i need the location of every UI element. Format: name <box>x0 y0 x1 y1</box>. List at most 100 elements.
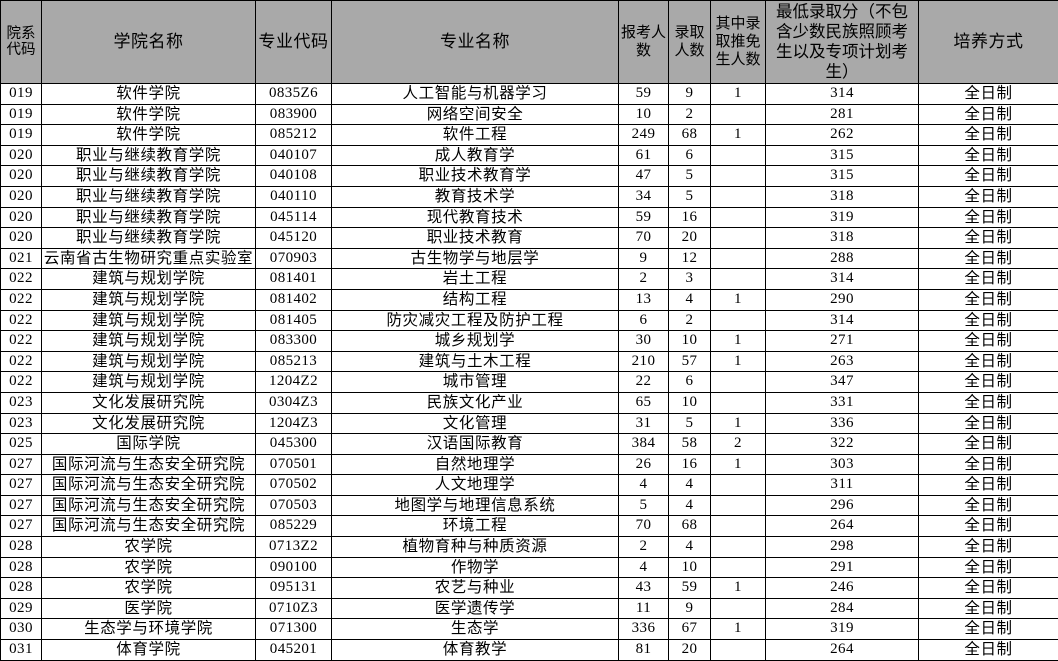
cell-min-score: 336 <box>766 413 919 434</box>
cell-min-score: 318 <box>766 228 919 249</box>
cell-major-name: 医学遗传学 <box>332 598 619 619</box>
cell-major-name: 岩土工程 <box>332 269 619 290</box>
cell-min-score: 271 <box>766 331 919 352</box>
cell-min-score: 318 <box>766 186 919 207</box>
cell-applied: 6 <box>619 310 669 331</box>
cell-exempt: 2 <box>711 434 766 455</box>
cell-mode: 全日制 <box>919 454 1058 475</box>
column-header-applied: 报考人数 <box>619 1 669 84</box>
column-header-admitted: 录取人数 <box>669 1 711 84</box>
cell-dept-code: 020 <box>1 186 42 207</box>
cell-major-name: 古生物学与地层学 <box>332 248 619 269</box>
cell-applied: 34 <box>619 186 669 207</box>
cell-major-code: 0710Z3 <box>256 598 332 619</box>
cell-min-score: 322 <box>766 434 919 455</box>
cell-exempt <box>711 537 766 558</box>
cell-exempt: 1 <box>711 619 766 640</box>
cell-major-code: 040108 <box>256 166 332 187</box>
cell-dept-code: 030 <box>1 619 42 640</box>
cell-major-code: 045120 <box>256 228 332 249</box>
cell-major-code: 081401 <box>256 269 332 290</box>
cell-admitted: 10 <box>669 557 711 578</box>
cell-applied: 384 <box>619 434 669 455</box>
cell-exempt <box>711 145 766 166</box>
cell-major-name: 植物育种与种质资源 <box>332 537 619 558</box>
cell-exempt <box>711 269 766 290</box>
cell-mode: 全日制 <box>919 104 1058 125</box>
cell-applied: 2 <box>619 537 669 558</box>
cell-min-score: 347 <box>766 372 919 393</box>
cell-min-score: 319 <box>766 207 919 228</box>
cell-admitted: 12 <box>669 248 711 269</box>
cell-mode: 全日制 <box>919 516 1058 537</box>
cell-min-score: 281 <box>766 104 919 125</box>
cell-college: 职业与继续教育学院 <box>42 228 256 249</box>
cell-admitted: 68 <box>669 516 711 537</box>
cell-applied: 65 <box>619 392 669 413</box>
cell-admitted: 57 <box>669 351 711 372</box>
cell-college: 农学院 <box>42 537 256 558</box>
cell-exempt: 1 <box>711 351 766 372</box>
cell-dept-code: 027 <box>1 475 42 496</box>
cell-mode: 全日制 <box>919 207 1058 228</box>
cell-major-code: 085229 <box>256 516 332 537</box>
cell-applied: 70 <box>619 516 669 537</box>
cell-dept-code: 028 <box>1 557 42 578</box>
column-header-major-name: 专业名称 <box>332 1 619 84</box>
cell-admitted: 4 <box>669 537 711 558</box>
cell-major-code: 083300 <box>256 331 332 352</box>
cell-college: 职业与继续教育学院 <box>42 186 256 207</box>
cell-dept-code: 020 <box>1 145 42 166</box>
column-header-min-score: 最低录取分（不包含少数民族照顾考生以及专项计划考生） <box>766 1 919 84</box>
cell-min-score: 319 <box>766 619 919 640</box>
cell-admitted: 68 <box>669 125 711 146</box>
cell-major-code: 045300 <box>256 434 332 455</box>
cell-dept-code: 022 <box>1 372 42 393</box>
cell-major-name: 职业技术教育学 <box>332 166 619 187</box>
cell-min-score: 314 <box>766 269 919 290</box>
cell-dept-code: 028 <box>1 578 42 599</box>
cell-min-score: 298 <box>766 537 919 558</box>
cell-college: 国际河流与生态安全研究院 <box>42 516 256 537</box>
cell-major-code: 081405 <box>256 310 332 331</box>
cell-exempt <box>711 248 766 269</box>
cell-college: 软件学院 <box>42 104 256 125</box>
cell-admitted: 4 <box>669 495 711 516</box>
cell-mode: 全日制 <box>919 495 1058 516</box>
cell-exempt: 1 <box>711 413 766 434</box>
cell-min-score: 263 <box>766 351 919 372</box>
cell-major-code: 070503 <box>256 495 332 516</box>
cell-college: 医学院 <box>42 598 256 619</box>
cell-major-name: 城乡规划学 <box>332 331 619 352</box>
cell-admitted: 10 <box>669 392 711 413</box>
cell-college: 国际河流与生态安全研究院 <box>42 475 256 496</box>
table-header: 院系代码学院名称专业代码专业名称报考人数录取人数其中录取推免生人数最低录取分（不… <box>1 1 1058 84</box>
cell-college: 体育学院 <box>42 640 256 661</box>
cell-major-code: 040107 <box>256 145 332 166</box>
cell-major-code: 0304Z3 <box>256 392 332 413</box>
cell-major-code: 083900 <box>256 104 332 125</box>
cell-college: 建筑与规划学院 <box>42 269 256 290</box>
cell-admitted: 5 <box>669 186 711 207</box>
cell-applied: 11 <box>619 598 669 619</box>
cell-min-score: 246 <box>766 578 919 599</box>
cell-major-code: 085213 <box>256 351 332 372</box>
cell-exempt <box>711 372 766 393</box>
cell-dept-code: 020 <box>1 228 42 249</box>
cell-dept-code: 020 <box>1 207 42 228</box>
cell-applied: 31 <box>619 413 669 434</box>
